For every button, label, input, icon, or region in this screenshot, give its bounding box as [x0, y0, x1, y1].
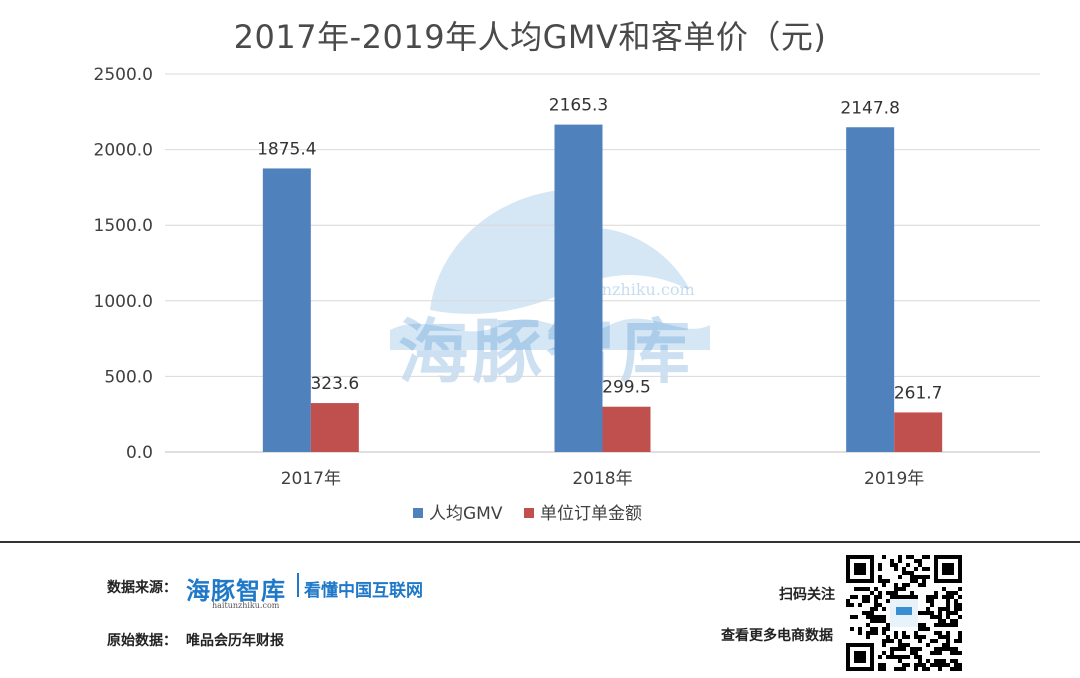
y-tick-label: 2000.0 — [94, 141, 153, 161]
brand-logo: 海豚智库 — [186, 577, 286, 605]
bar-order-2 — [894, 412, 943, 452]
data-label: 299.5 — [602, 378, 651, 398]
data-label: 323.6 — [310, 374, 359, 394]
original-data-value: 唯品会历年财报 — [186, 633, 284, 649]
scan-label: 扫码关注 — [779, 587, 835, 603]
footer: 数据来源： 海豚智库 看懂中国互联网 haitunzhiku.com 原始数据：… — [0, 543, 1080, 678]
bar-gmv-1 — [554, 124, 603, 453]
x-tick-label: 2019年 — [864, 469, 924, 489]
y-tick-label: 500.0 — [104, 367, 153, 387]
bar-order-0 — [310, 403, 359, 452]
data-label: 1875.4 — [257, 139, 316, 159]
chart-area: 2017年-2019年人均GMV和客单价（元) haitunzhiku.com … — [94, 18, 1040, 524]
brand-separator — [297, 573, 299, 597]
data-label: 2165.3 — [549, 96, 608, 116]
legend-swatch — [524, 508, 534, 518]
brand-slogan: 看懂中国互联网 — [304, 581, 423, 601]
brand-url: haitunzhiku.com — [212, 601, 280, 610]
legend-label: 单位订单金额 — [540, 504, 642, 524]
bar-order-1 — [602, 406, 651, 452]
y-tick-label: 0.0 — [126, 443, 153, 463]
watermark-text: 海豚智库 — [398, 311, 694, 393]
qr-code-icon[interactable] — [846, 555, 962, 671]
source-label: 数据来源： — [107, 580, 177, 596]
x-tick-label: 2018年 — [572, 469, 632, 489]
y-tick-label: 1000.0 — [94, 292, 153, 312]
x-tick-label: 2017年 — [281, 469, 341, 489]
original-data-label: 原始数据： — [107, 633, 177, 649]
footer-divider — [0, 541, 1080, 543]
bar-chart: 0.0 500.0 1000.0 1500.0 2000.0 2500.0 1875.4 21… — [94, 65, 1040, 524]
y-tick-label: 2500.0 — [94, 65, 153, 85]
chart-title: 2017年-2019年人均GMV和客单价（元) — [233, 18, 827, 56]
y-tick-label: 1500.0 — [94, 216, 153, 236]
more-data-label: 查看更多电商数据 — [721, 628, 833, 644]
data-label: 2147.8 — [840, 98, 899, 118]
legend-label: 人均GMV — [429, 504, 503, 524]
bar-gmv-0 — [262, 168, 311, 452]
legend-swatch — [413, 508, 423, 518]
bar-gmv-2 — [846, 127, 895, 453]
data-label: 261.7 — [894, 383, 943, 403]
